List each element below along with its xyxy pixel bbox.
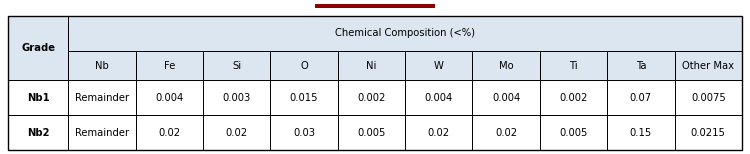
Bar <box>8 115 68 150</box>
Bar <box>338 51 405 80</box>
Bar <box>68 80 136 115</box>
Bar <box>405 51 472 80</box>
Text: 0.004: 0.004 <box>424 93 453 103</box>
Bar <box>472 80 540 115</box>
Bar <box>136 115 203 150</box>
Bar <box>674 80 742 115</box>
Text: 0.15: 0.15 <box>630 128 652 138</box>
Bar <box>68 115 136 150</box>
Text: Ti: Ti <box>569 61 578 71</box>
Text: Nb2: Nb2 <box>27 128 50 138</box>
Text: 0.005: 0.005 <box>560 128 588 138</box>
Text: Nb: Nb <box>95 61 109 71</box>
Bar <box>540 115 608 150</box>
Bar <box>540 51 608 80</box>
Text: 0.03: 0.03 <box>293 128 315 138</box>
Text: 0.004: 0.004 <box>492 93 520 103</box>
Text: 0.02: 0.02 <box>226 128 248 138</box>
Bar <box>472 51 540 80</box>
Bar <box>68 16 742 51</box>
Bar <box>472 115 540 150</box>
Text: 0.0215: 0.0215 <box>691 128 726 138</box>
Text: 0.02: 0.02 <box>427 128 450 138</box>
Text: 0.004: 0.004 <box>155 93 184 103</box>
Text: 0.02: 0.02 <box>495 128 517 138</box>
Text: Remainder: Remainder <box>75 128 129 138</box>
Bar <box>203 51 270 80</box>
Bar <box>608 51 674 80</box>
Text: Fe: Fe <box>164 61 175 71</box>
Text: 0.07: 0.07 <box>630 93 652 103</box>
Text: Ta: Ta <box>636 61 646 71</box>
Bar <box>8 16 68 80</box>
Text: 0.005: 0.005 <box>357 128 386 138</box>
Bar <box>405 80 472 115</box>
Text: W: W <box>433 61 444 71</box>
Bar <box>270 115 338 150</box>
Bar <box>674 115 742 150</box>
Bar <box>608 115 674 150</box>
Bar <box>203 80 270 115</box>
Text: Ni: Ni <box>366 61 376 71</box>
Bar <box>270 80 338 115</box>
Text: 0.002: 0.002 <box>357 93 386 103</box>
Text: Mo: Mo <box>499 61 514 71</box>
Bar <box>8 80 68 115</box>
Bar <box>405 115 472 150</box>
Text: Grade: Grade <box>21 43 55 53</box>
Bar <box>203 115 270 150</box>
Text: Si: Si <box>232 61 242 71</box>
Text: Remainder: Remainder <box>75 93 129 103</box>
Text: Other Max: Other Max <box>682 61 734 71</box>
Text: 0.02: 0.02 <box>158 128 180 138</box>
Text: O: O <box>300 61 308 71</box>
Text: 0.0075: 0.0075 <box>691 93 726 103</box>
Bar <box>68 51 136 80</box>
Bar <box>315 4 435 8</box>
Bar <box>136 80 203 115</box>
Bar <box>674 51 742 80</box>
Text: 0.002: 0.002 <box>560 93 588 103</box>
Bar <box>338 80 405 115</box>
Text: 0.015: 0.015 <box>290 93 318 103</box>
Bar <box>270 51 338 80</box>
Text: 0.003: 0.003 <box>223 93 251 103</box>
Bar <box>338 115 405 150</box>
Bar <box>136 51 203 80</box>
Bar <box>540 80 608 115</box>
Bar <box>608 80 674 115</box>
Text: Chemical Composition (<%): Chemical Composition (<%) <box>335 28 475 38</box>
Text: Nb1: Nb1 <box>27 93 50 103</box>
Bar <box>8 16 742 150</box>
